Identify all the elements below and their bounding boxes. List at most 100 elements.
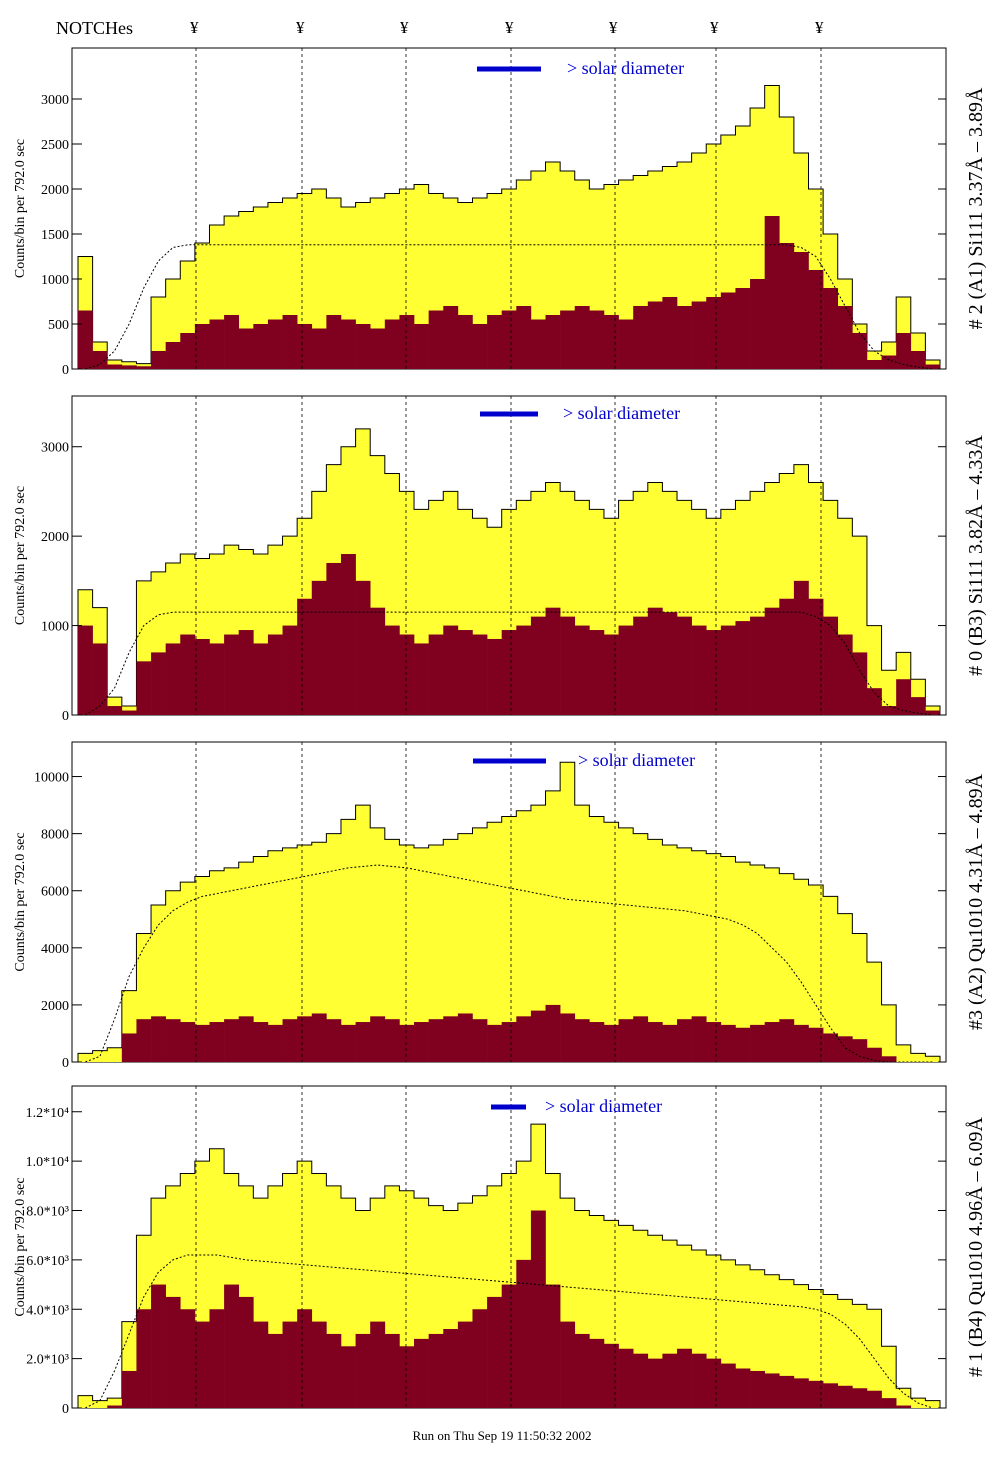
bar-dark xyxy=(311,1321,327,1408)
bar-yellow xyxy=(414,184,429,369)
y-tick-label: 2000 xyxy=(41,530,69,545)
notch-marker-1: ¥ xyxy=(190,18,199,37)
bar-yellow xyxy=(691,850,707,1062)
bar-dark xyxy=(866,360,882,369)
bar-dark xyxy=(910,697,926,715)
bar-yellow xyxy=(852,933,868,1062)
bar-yellow xyxy=(399,845,415,1062)
bar-yellow xyxy=(253,856,269,1062)
series-outline xyxy=(77,428,941,715)
bar-dark xyxy=(750,616,765,715)
bar-dark xyxy=(603,315,619,369)
notch-marker-6: ¥ xyxy=(710,18,719,37)
bar-dark xyxy=(764,216,780,369)
bar-dark xyxy=(457,630,473,715)
y-tick-label: 2500 xyxy=(41,138,69,153)
bar-dark xyxy=(852,1388,868,1408)
bar-dark xyxy=(297,324,313,369)
bar-dark xyxy=(896,679,912,715)
series-outline xyxy=(77,761,941,1062)
bar-yellow xyxy=(720,856,736,1062)
bar-dark xyxy=(151,1016,166,1062)
bar-dark xyxy=(837,634,853,715)
bar-dark xyxy=(720,1363,736,1408)
notches-label: NOTCHes xyxy=(56,18,133,38)
bar-dark xyxy=(297,598,313,715)
bar-dark xyxy=(603,1024,619,1062)
bar-yellow xyxy=(735,862,751,1062)
bar-dark xyxy=(297,1309,313,1408)
bar-dark xyxy=(428,1333,444,1408)
bar-yellow xyxy=(311,189,327,369)
bar-dark xyxy=(501,630,517,715)
y-tick-label: 6000 xyxy=(41,885,69,900)
solar-diameter-label: > solar diameter xyxy=(563,403,680,423)
bar-dark xyxy=(677,306,692,369)
bar-dark xyxy=(457,1321,473,1408)
y-tick-label: 1500 xyxy=(41,228,69,243)
bar-dark xyxy=(253,643,269,715)
bar-dark xyxy=(180,1309,196,1408)
bar-dark xyxy=(443,306,459,369)
bar-yellow xyxy=(78,1395,93,1408)
bar-dark xyxy=(764,607,780,715)
y-tick-label: 4000 xyxy=(41,942,69,957)
bar-yellow xyxy=(793,879,809,1062)
bar-dark xyxy=(896,1405,912,1408)
bar-yellow xyxy=(852,1304,868,1408)
bar-dark xyxy=(662,1353,678,1408)
bar-dark xyxy=(647,1022,663,1062)
bar-yellow xyxy=(297,845,313,1062)
bar-dark xyxy=(545,315,561,369)
bar-dark xyxy=(136,1019,152,1062)
bar-dark xyxy=(121,710,137,715)
bar-dark xyxy=(691,1016,707,1062)
series-dotted xyxy=(85,864,933,1063)
y-tick-label: 1000 xyxy=(41,273,69,288)
bar-dark xyxy=(545,1284,561,1408)
bar-dark xyxy=(793,1378,809,1408)
bar-dark xyxy=(224,1019,240,1062)
bar-yellow xyxy=(662,845,678,1062)
bar-yellow xyxy=(311,842,327,1062)
bar-dark xyxy=(560,1013,576,1062)
bar-dark xyxy=(457,1013,473,1062)
bar-dark xyxy=(340,1346,356,1408)
chart-panel-4: 0 2.0*10³ 4.0*10³ 6.0*10³ 8.0*10³ 1.0*10⁴ 1.2*… xyxy=(13,1085,987,1417)
bar-dark xyxy=(837,1036,853,1062)
bar-dark xyxy=(779,243,795,369)
bar-dark xyxy=(618,1019,634,1062)
bar-yellow xyxy=(779,873,795,1062)
bar-dark xyxy=(180,333,196,369)
bar-dark xyxy=(574,306,590,369)
bar-dark xyxy=(750,279,765,369)
bar-yellow xyxy=(194,876,210,1062)
bar-dark xyxy=(267,634,283,715)
y-axis-label: Counts/bin per 792.0 sec xyxy=(13,486,28,625)
bar-yellow xyxy=(530,805,546,1062)
bar-dark xyxy=(355,580,371,715)
bar-dark xyxy=(574,1333,590,1408)
bar-yellow xyxy=(881,670,897,715)
bar-dark xyxy=(253,324,269,369)
bar-dark xyxy=(399,634,415,715)
bar-yellow xyxy=(881,1346,897,1408)
bar-dark xyxy=(194,1321,210,1408)
bar-dark xyxy=(852,652,868,715)
solar-diameter-label: > solar diameter xyxy=(545,1096,662,1116)
bar-dark xyxy=(384,1019,400,1062)
bar-dark xyxy=(297,1016,313,1062)
bar-yellow xyxy=(910,1053,926,1062)
panel-title: # 0 (B3) Si111 3.82Å – 4.33Å xyxy=(965,435,987,676)
bar-dark xyxy=(194,324,210,369)
bar-dark xyxy=(151,652,166,715)
bar-dark xyxy=(837,1385,853,1408)
bar-yellow xyxy=(881,1004,897,1062)
bar-yellow xyxy=(793,1284,809,1408)
bar-dark xyxy=(136,1309,152,1408)
bar-yellow xyxy=(589,816,605,1062)
bar-dark xyxy=(516,306,532,369)
bar-dark xyxy=(896,333,912,369)
bar-dark xyxy=(633,1353,649,1408)
notch-marker-7: ¥ xyxy=(815,18,824,37)
